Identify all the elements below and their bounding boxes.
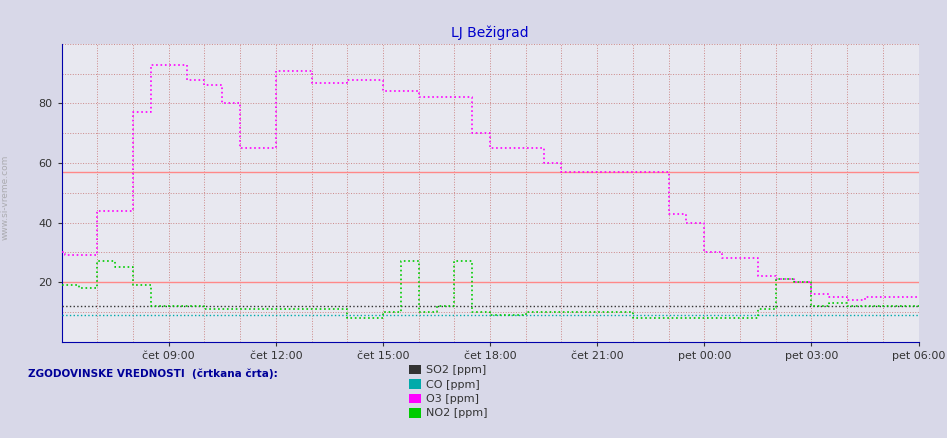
Text: CO [ppm]: CO [ppm] — [426, 380, 480, 389]
Text: www.si-vreme.com: www.si-vreme.com — [0, 155, 9, 240]
Text: ZGODOVINSKE VREDNOSTI  (črtkana črta):: ZGODOVINSKE VREDNOSTI (črtkana črta): — [28, 368, 278, 379]
Title: LJ Bežigrad: LJ Bežigrad — [452, 25, 528, 40]
Text: SO2 [ppm]: SO2 [ppm] — [426, 365, 487, 375]
Text: NO2 [ppm]: NO2 [ppm] — [426, 409, 488, 418]
Text: O3 [ppm]: O3 [ppm] — [426, 394, 479, 404]
